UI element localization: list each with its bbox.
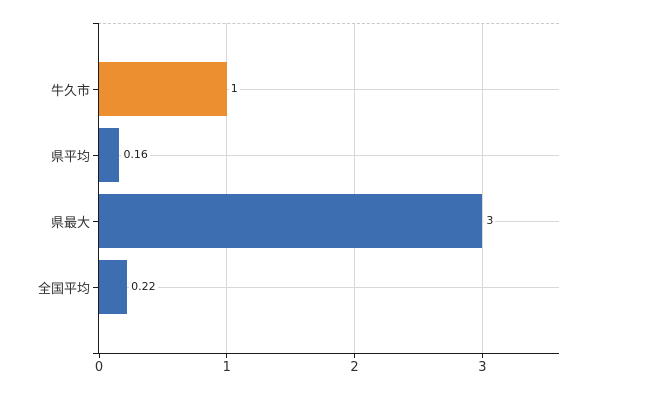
x-axis-tick (226, 353, 228, 358)
x-tick-label: 2 (350, 360, 359, 375)
bar (99, 260, 128, 314)
value-label: 0.22 (129, 280, 158, 294)
x-tick-label: 0 (94, 360, 104, 375)
bar-row: 全国平均 0.22 (38, 254, 559, 320)
value-label: 1 (228, 82, 240, 96)
bar-row: 牛久市 1 (51, 56, 559, 122)
category-label: 牛久市 (50, 83, 90, 99)
y-axis-line (98, 23, 99, 354)
x-tick-label: 1 (222, 360, 231, 375)
x-axis-tick (98, 353, 100, 358)
bar (99, 62, 227, 116)
x-tick-label: 3 (478, 360, 487, 375)
value-label: 0.16 (121, 148, 150, 162)
y-axis-tick (93, 89, 99, 90)
vertical-gridline (481, 23, 483, 353)
category-label: 全国平均 (37, 281, 90, 297)
horizontal-gridline (99, 88, 559, 90)
bar (99, 194, 483, 248)
category-label: 県平均 (50, 149, 90, 165)
y-axis-end-tick-top (93, 23, 99, 24)
category-label: 県最大 (50, 215, 90, 231)
plot-top-border (98, 23, 559, 24)
vertical-gridline (354, 23, 356, 353)
x-axis-tick (354, 353, 356, 358)
bar-row: 県最大 3 (51, 188, 559, 254)
y-axis-tick (93, 221, 99, 222)
plot-area: 牛久市 1 県平均 0.16 県最大 3 全国平均 0.22 0 1 2 3 (38, 23, 559, 375)
x-axis-line (98, 353, 559, 354)
vertical-gridline (226, 23, 228, 353)
horizontal-gridline (99, 154, 559, 156)
y-axis-tick (93, 287, 99, 288)
horizontal-gridline (99, 286, 559, 288)
bar (99, 128, 120, 182)
value-label: 3 (484, 214, 496, 228)
y-axis-end-tick-bottom (93, 353, 99, 354)
x-axis-tick (481, 353, 483, 358)
y-axis-tick (93, 155, 99, 156)
bar-row: 県平均 0.16 (51, 122, 559, 188)
